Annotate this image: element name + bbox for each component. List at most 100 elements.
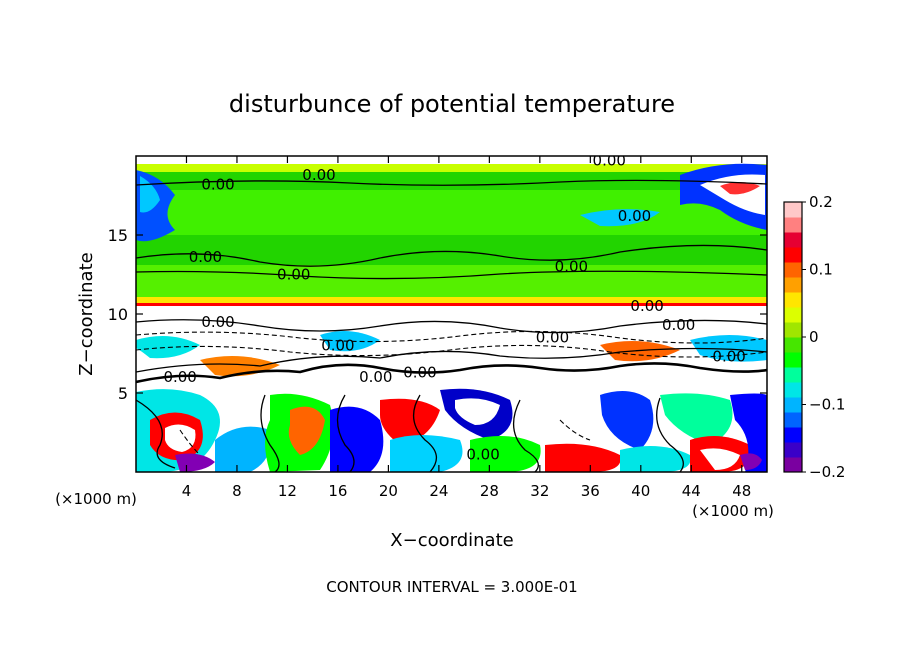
contour-label: 0.00 (403, 363, 436, 381)
contour-labels: 0.000.000.000.000.000.00 0.000.000.00 0.00… (163, 152, 745, 464)
contour-label: 0.00 (359, 368, 392, 386)
y-unit-label: (×1000 m) (55, 490, 137, 508)
field-patch (215, 426, 271, 472)
field-patch (740, 453, 762, 470)
contour-label: 0.00 (618, 207, 651, 225)
x-tick-label: 8 (232, 482, 242, 500)
field-patch (330, 406, 384, 472)
field-patch (545, 443, 621, 472)
y-tick-label: 5 (118, 384, 128, 403)
x-tick-label: 28 (480, 482, 499, 500)
x-tick-label: 40 (631, 482, 650, 500)
y-tick-label: 10 (108, 305, 128, 324)
colorbar-swatch (784, 322, 802, 338)
contour-label: 0.00 (201, 313, 234, 331)
contour-label: 0.00 (321, 337, 354, 355)
contour-label: 0.00 (201, 175, 234, 193)
contour-interval-note: CONTOUR INTERVAL = 3.000E-01 (326, 578, 577, 596)
field-patch (470, 436, 541, 472)
field-patch (620, 446, 691, 472)
x-axis-label: X−coordinate (390, 530, 513, 551)
contour-label: 0.00 (466, 446, 499, 464)
colorbar-swatch (784, 397, 802, 413)
field-patch (175, 453, 215, 472)
colorbar-swatch (784, 442, 802, 458)
x-tick-label: 4 (182, 482, 192, 500)
colorbar-swatch (784, 427, 802, 443)
field-band (136, 172, 767, 190)
colorbar-swatch (784, 217, 802, 233)
x-tick-label: 20 (379, 482, 398, 500)
y-axis: 5 10 15 (108, 226, 767, 403)
contour-label: 0.00 (277, 266, 310, 284)
field-patch (580, 209, 660, 227)
field-patch (390, 435, 463, 472)
chart-title: disturbunce of potential temperature (229, 90, 675, 118)
colorbar-swatch (784, 262, 802, 278)
contour-label: 0.00 (536, 329, 569, 347)
field-band (136, 265, 767, 297)
colorbar-label: −0.1 (809, 396, 845, 414)
contour-lines (136, 179, 767, 472)
field-band (136, 235, 767, 265)
x-tick-label: 48 (732, 482, 751, 500)
x-tick-label: 16 (328, 482, 347, 500)
field-patch (165, 424, 196, 452)
contour-label: 0.00 (163, 368, 196, 386)
colorbar-label: −0.2 (809, 463, 845, 481)
plot-area: 0.000.000.000.000.000.00 0.000.000.00 0.00… (136, 152, 767, 472)
contour-label: 0.00 (302, 166, 335, 184)
field-patch (140, 176, 160, 213)
field-band (136, 156, 767, 164)
field-patch (520, 406, 603, 455)
colorbar-swatch (784, 457, 802, 473)
contour-label: 0.00 (555, 258, 588, 276)
field-patch (600, 391, 654, 450)
x-unit-label: (×1000 m) (692, 502, 774, 520)
colorbar: 0.2 0.1 0 −0.1 −0.2 (783, 193, 845, 481)
contour-label: 0.00 (593, 152, 626, 170)
field-patch (720, 182, 760, 195)
colorbar-swatch (784, 337, 802, 353)
y-tick-label: 15 (108, 226, 128, 245)
field-patch (660, 393, 733, 445)
field-band (136, 190, 767, 235)
colorbar-swatch (784, 247, 802, 263)
field-patch (455, 398, 500, 425)
colorbar-swatch (784, 232, 802, 248)
colorbar-swatch (784, 277, 802, 293)
x-tick-label: 36 (581, 482, 600, 500)
field-band (136, 297, 767, 303)
field-patch (690, 335, 767, 362)
x-tick-label: 32 (530, 482, 549, 500)
field-patch (600, 341, 680, 362)
field-band (136, 303, 767, 307)
colorbar-label: 0.2 (809, 193, 833, 211)
colorbar-swatch (784, 412, 802, 428)
field-patch (288, 406, 325, 455)
field-band (136, 164, 767, 172)
x-tick-label: 24 (429, 482, 448, 500)
contour-label: 0.00 (712, 348, 745, 366)
x-tick-label: 44 (682, 482, 701, 500)
colorbar-swatch (784, 352, 802, 368)
x-tick-label: 12 (278, 482, 297, 500)
contour-label: 0.00 (630, 297, 663, 315)
y-axis-label: Z−coordinate (76, 252, 97, 375)
colorbar-swatch (784, 367, 802, 383)
colorbar-swatch (784, 307, 802, 323)
colorbar-label: 0 (809, 328, 819, 346)
field-patch (700, 448, 740, 470)
colorbar-swatch (784, 292, 802, 308)
contour-lines-dashed (136, 330, 767, 456)
field-patch (380, 398, 440, 445)
contour-label: 0.00 (189, 248, 222, 266)
contour-label: 0.00 (662, 316, 695, 334)
field-patch (730, 393, 767, 472)
colorbar-swatch (784, 382, 802, 398)
x-axis: 4 8 12 16 20 24 28 32 36 40 44 48 (182, 156, 751, 500)
colorbar-label: 0.1 (809, 261, 833, 279)
colorbar-swatch (784, 202, 802, 218)
field-patch (320, 331, 380, 352)
